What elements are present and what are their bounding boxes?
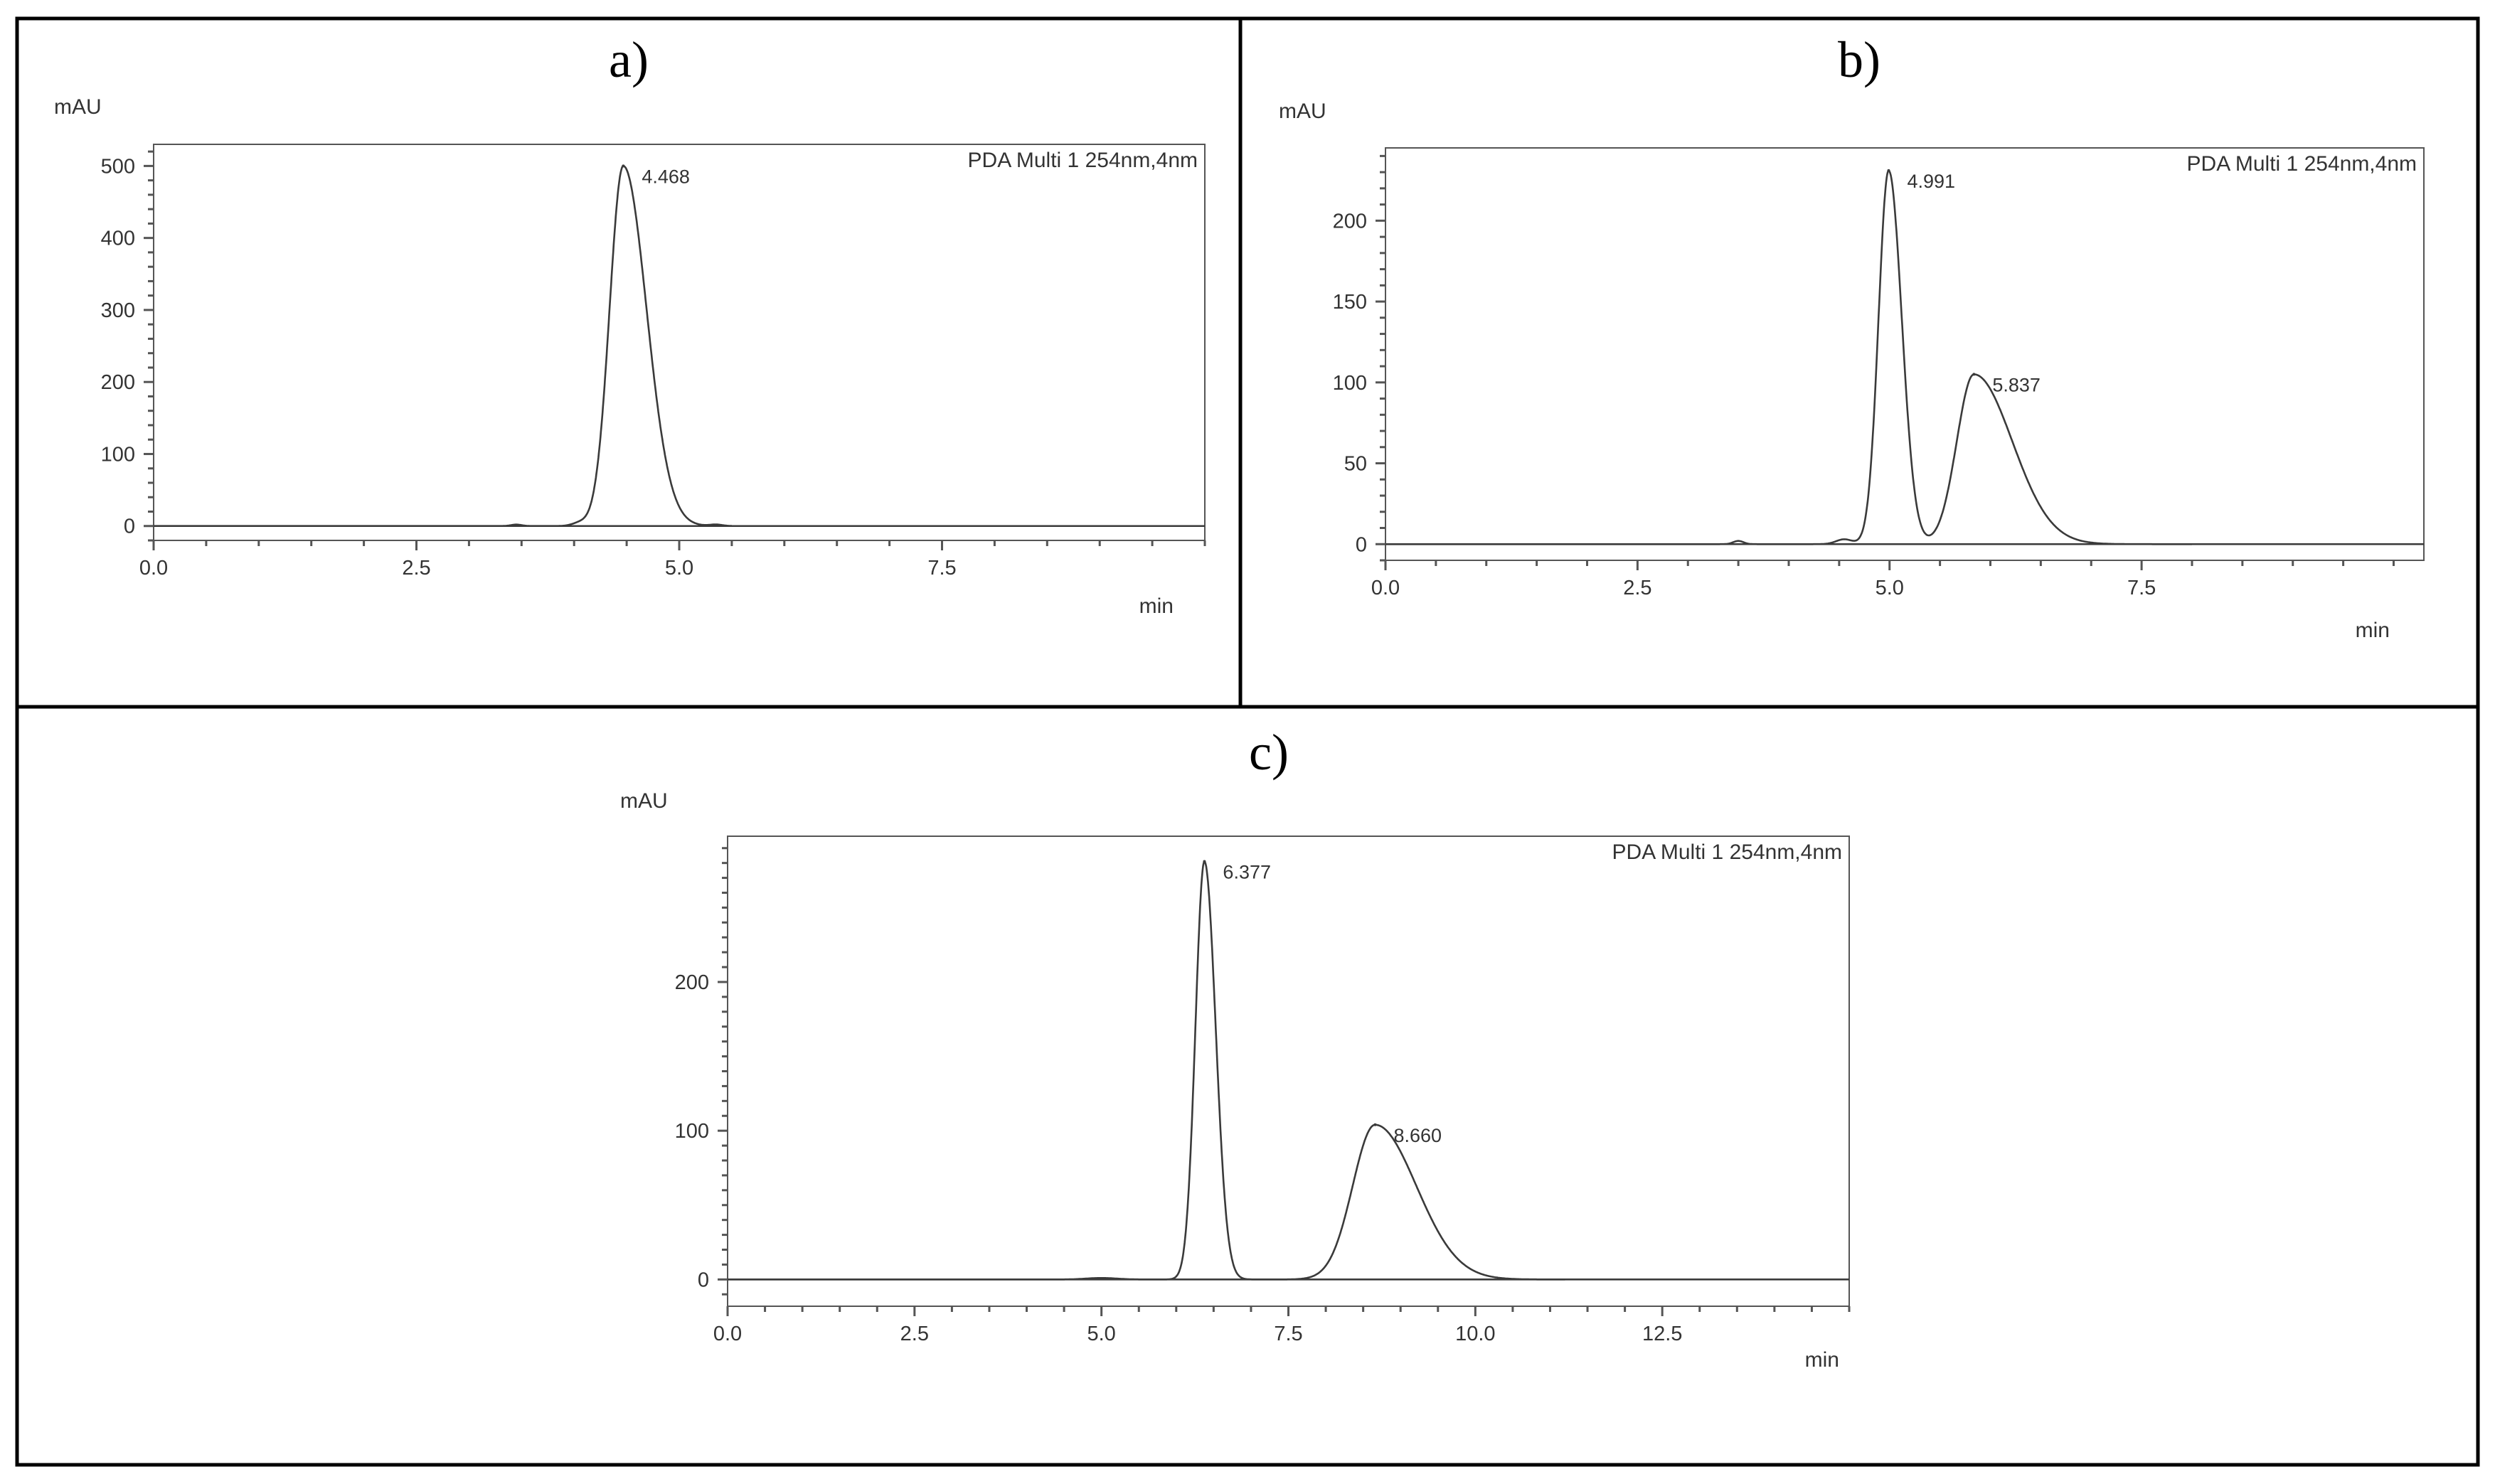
peak-label: 4.468: [642, 166, 690, 187]
peak-apex: [1373, 1123, 1377, 1126]
x-unit-label-c: min: [1805, 1348, 1839, 1372]
x-unit-label-b: min: [2356, 619, 2390, 642]
x-tick-label: 2.5: [1623, 577, 1651, 599]
x-tick-label: 12.5: [1642, 1323, 1682, 1345]
y-unit-label-a: mAU: [54, 95, 102, 119]
x-tick-label: 0.0: [139, 557, 168, 580]
y-tick-label: 0: [1356, 533, 1367, 556]
trace-b: [1385, 169, 2192, 545]
y-tick-label: 0: [698, 1269, 709, 1291]
y-tick-label: 50: [1344, 453, 1367, 476]
x-unit-label-a: min: [1139, 594, 1174, 618]
peak-apex: [1887, 169, 1890, 172]
legend-c: PDA Multi 1 254nm,4nm: [1612, 840, 1842, 864]
peak-label: 4.991: [1907, 171, 1955, 192]
x-tick-label: 5.0: [1087, 1323, 1116, 1345]
y-tick-label: 0: [124, 516, 135, 538]
x-tick-label: 2.5: [900, 1323, 929, 1345]
peak-apex: [622, 164, 625, 168]
y-tick-label: 100: [101, 443, 135, 466]
peak-label: 5.837: [1992, 374, 2041, 395]
plot-frame-b: [1385, 147, 2425, 561]
x-tick-label: 5.0: [1876, 577, 1904, 599]
x-tick-label: 7.5: [927, 557, 956, 580]
chart-a: a) mAU min PDA Multi 1 254nm,4nm 0 100 200…: [54, 31, 1206, 618]
panel-c-frame: [15, 705, 2480, 1467]
y-unit-label-b: mAU: [1279, 100, 1326, 123]
trace-a: [154, 165, 732, 527]
peak-label: 6.377: [1223, 862, 1271, 883]
x-tick-label: 7.5: [2127, 577, 2156, 599]
x-tick-label: 10.0: [1455, 1323, 1495, 1345]
chart-title-a: a): [609, 31, 649, 88]
peak-label: 8.660: [1393, 1125, 1442, 1146]
y-tick-label: 300: [101, 299, 135, 322]
y-tick-label: 100: [675, 1120, 709, 1143]
peak-apex: [1203, 860, 1206, 863]
y-unit-label-c: mAU: [620, 789, 668, 813]
x-tick-label: 7.5: [1274, 1323, 1302, 1345]
x-tick-label: 5.0: [665, 557, 693, 580]
trace-c: [728, 860, 1565, 1281]
legend-a: PDA Multi 1 254nm,4nm: [968, 149, 1198, 172]
legend-b: PDA Multi 1 254nm,4nm: [2187, 152, 2417, 176]
x-tick-label: 0.0: [1371, 577, 1400, 599]
y-tick-label: 150: [1333, 291, 1367, 314]
y-tick-label: 400: [101, 228, 135, 250]
x-tick-label: 2.5: [402, 557, 430, 580]
peak-apex: [1972, 373, 1976, 376]
x-tick-label: 0.0: [713, 1323, 742, 1345]
y-tick-label: 100: [1333, 372, 1367, 395]
chart-c: c) mAU min PDA Multi 1 254nm,4nm 0 100 200…: [620, 724, 1851, 1372]
y-tick-label: 200: [1333, 210, 1367, 233]
y-tick-label: 200: [101, 371, 135, 394]
chart-title-b: b): [1838, 31, 1880, 88]
chart-b: b) mAU min PDA Multi 1 254nm,4nm 0 50 100 1…: [1279, 31, 2425, 642]
y-tick-label: 500: [101, 155, 135, 178]
y-tick-label: 200: [675, 971, 709, 994]
chart-title-c: c): [1249, 724, 1289, 781]
